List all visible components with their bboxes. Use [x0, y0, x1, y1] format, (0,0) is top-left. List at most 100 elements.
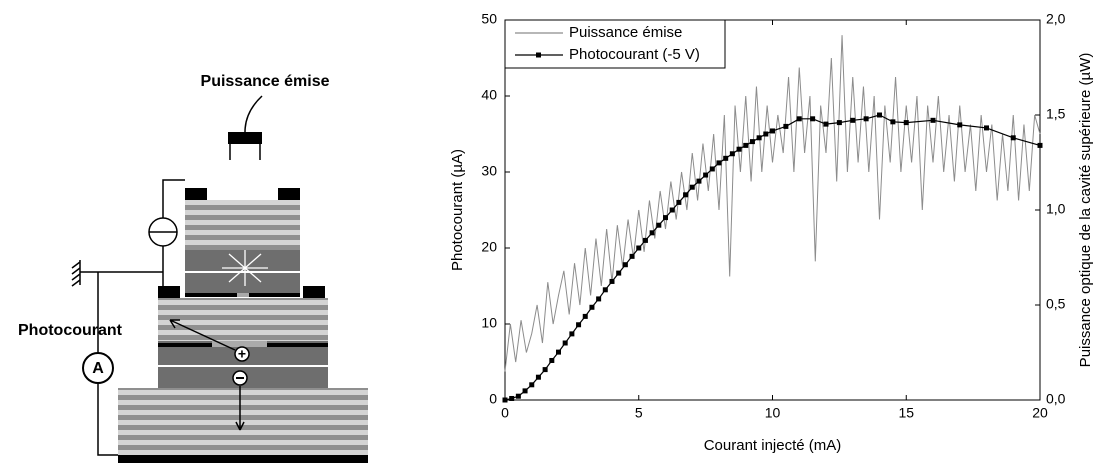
left-label: Photocourant: [18, 322, 123, 339]
y2-tick-label: 1,0: [1046, 201, 1066, 217]
legend-marker: [536, 52, 541, 58]
wire: [80, 179, 185, 288]
emission-star: [222, 250, 268, 286]
marker: [529, 382, 535, 388]
marker: [589, 304, 595, 310]
hole: [234, 346, 250, 362]
marker: [616, 270, 622, 276]
middle-mirror: [158, 298, 328, 341]
y-tick-label: 10: [481, 315, 497, 331]
top-cavity: [185, 250, 300, 297]
marker: [689, 184, 695, 190]
ground-hatch: [71, 261, 81, 287]
marker: [850, 117, 856, 123]
y2-tick-label: 0,0: [1046, 391, 1066, 407]
ammeter: [82, 352, 114, 384]
y2-axis-label: Puissance optique de la cavité supérieur…: [1077, 53, 1094, 368]
ammeter-label: A: [92, 360, 104, 377]
marker: [756, 135, 762, 141]
marker: [810, 116, 816, 122]
diagram: Puissance émise +: [18, 73, 368, 463]
x-axis-label: Courant injecté (mA): [704, 437, 842, 454]
contact: [303, 286, 325, 298]
marker: [836, 120, 842, 126]
x-tick-label: 15: [898, 405, 914, 421]
marker: [723, 155, 729, 161]
marker: [649, 230, 655, 236]
marker: [629, 253, 635, 259]
marker: [749, 139, 755, 145]
contact: [278, 188, 300, 200]
x-tick-label: 20: [1032, 405, 1048, 421]
marker: [1010, 135, 1016, 141]
marker: [709, 166, 715, 172]
marker: [609, 278, 615, 284]
marker: [1037, 142, 1043, 148]
marker: [562, 340, 568, 346]
marker: [743, 142, 749, 148]
y-tick-label: 20: [481, 239, 497, 255]
marker: [763, 131, 769, 137]
marker: [984, 125, 989, 131]
marker: [663, 215, 668, 221]
marker: [736, 146, 742, 152]
marker: [602, 287, 608, 293]
contact: [185, 188, 207, 200]
bottom-contact: [118, 455, 368, 463]
x-tick-label: 10: [765, 405, 781, 421]
marker: [683, 192, 689, 198]
bottom-mirror: [118, 388, 368, 455]
marker: [556, 349, 561, 355]
marker: [930, 117, 936, 123]
y-tick-label: 50: [481, 11, 497, 27]
hole-arrow: [169, 319, 236, 351]
marker: [642, 237, 648, 243]
contact: [158, 286, 180, 298]
marker: [596, 296, 602, 302]
leader: [244, 95, 263, 133]
marker: [823, 121, 829, 127]
marker: [796, 116, 802, 122]
marker: [622, 262, 628, 268]
electron-arrow: [235, 386, 245, 431]
marker: [957, 122, 963, 128]
marker: [502, 397, 508, 403]
marker: [576, 322, 582, 328]
marker: [729, 151, 735, 157]
marker: [903, 120, 909, 126]
y-axis-label: Photocourant (µA): [449, 149, 466, 271]
legend-box: [504, 19, 726, 69]
plus-sign: +: [238, 346, 246, 362]
marker: [522, 388, 528, 394]
top-label: Puissance émise: [201, 73, 330, 90]
marker: [863, 116, 869, 122]
y2-tick-label: 1,5: [1046, 106, 1066, 122]
marker: [535, 374, 541, 380]
marker: [669, 207, 675, 213]
y-tick-label: 40: [481, 87, 497, 103]
wire: [97, 272, 118, 456]
plot-frame: [504, 19, 1041, 401]
marker: [716, 160, 722, 166]
x-tick-label: 0: [501, 405, 509, 421]
legend-label: Puissance émise: [569, 24, 682, 41]
marker: [783, 123, 789, 129]
marker: [696, 178, 702, 184]
series-line: [504, 35, 1041, 372]
marker: [515, 393, 521, 399]
x-tick-label: 5: [635, 405, 643, 421]
marker: [509, 395, 515, 401]
aperture: [212, 341, 267, 347]
y-tick-label: 30: [481, 163, 497, 179]
y2-tick-label: 0,5: [1046, 296, 1066, 312]
marker: [890, 119, 896, 125]
detector: [228, 132, 262, 144]
marker: [582, 313, 588, 319]
marker: [770, 128, 775, 134]
legend-label: Photocourant (-5 V): [569, 46, 700, 63]
top-mirror: [185, 200, 300, 250]
aperture: [237, 293, 249, 297]
y2-tick-label: 2,0: [1046, 11, 1066, 27]
